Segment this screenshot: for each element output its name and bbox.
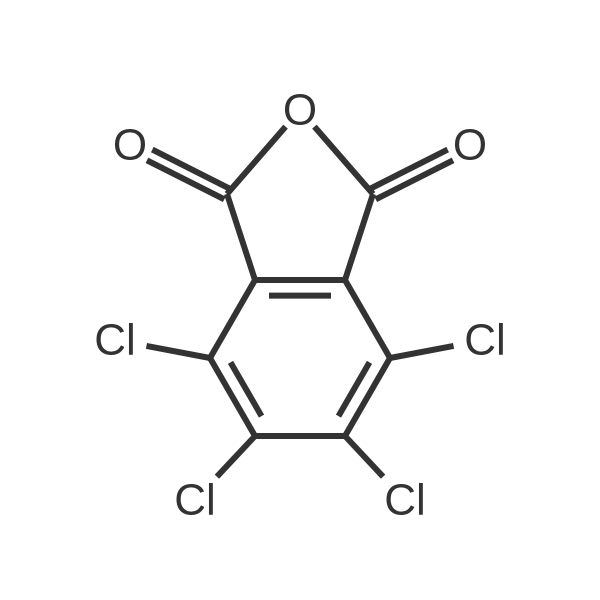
atom-label-Cl_bl: Cl [174, 476, 216, 525]
atom-label-O_tr: O [453, 121, 487, 170]
atom-label-Cl_l: Cl [94, 316, 136, 365]
atom-label-Cl_r: Cl [464, 316, 506, 365]
atom-label-O_tl: O [113, 121, 147, 170]
molecule-diagram: O O O Cl Cl Cl Cl [0, 0, 600, 600]
atom-label-O_top: O [283, 86, 317, 135]
atom-label-Cl_br: Cl [384, 476, 426, 525]
